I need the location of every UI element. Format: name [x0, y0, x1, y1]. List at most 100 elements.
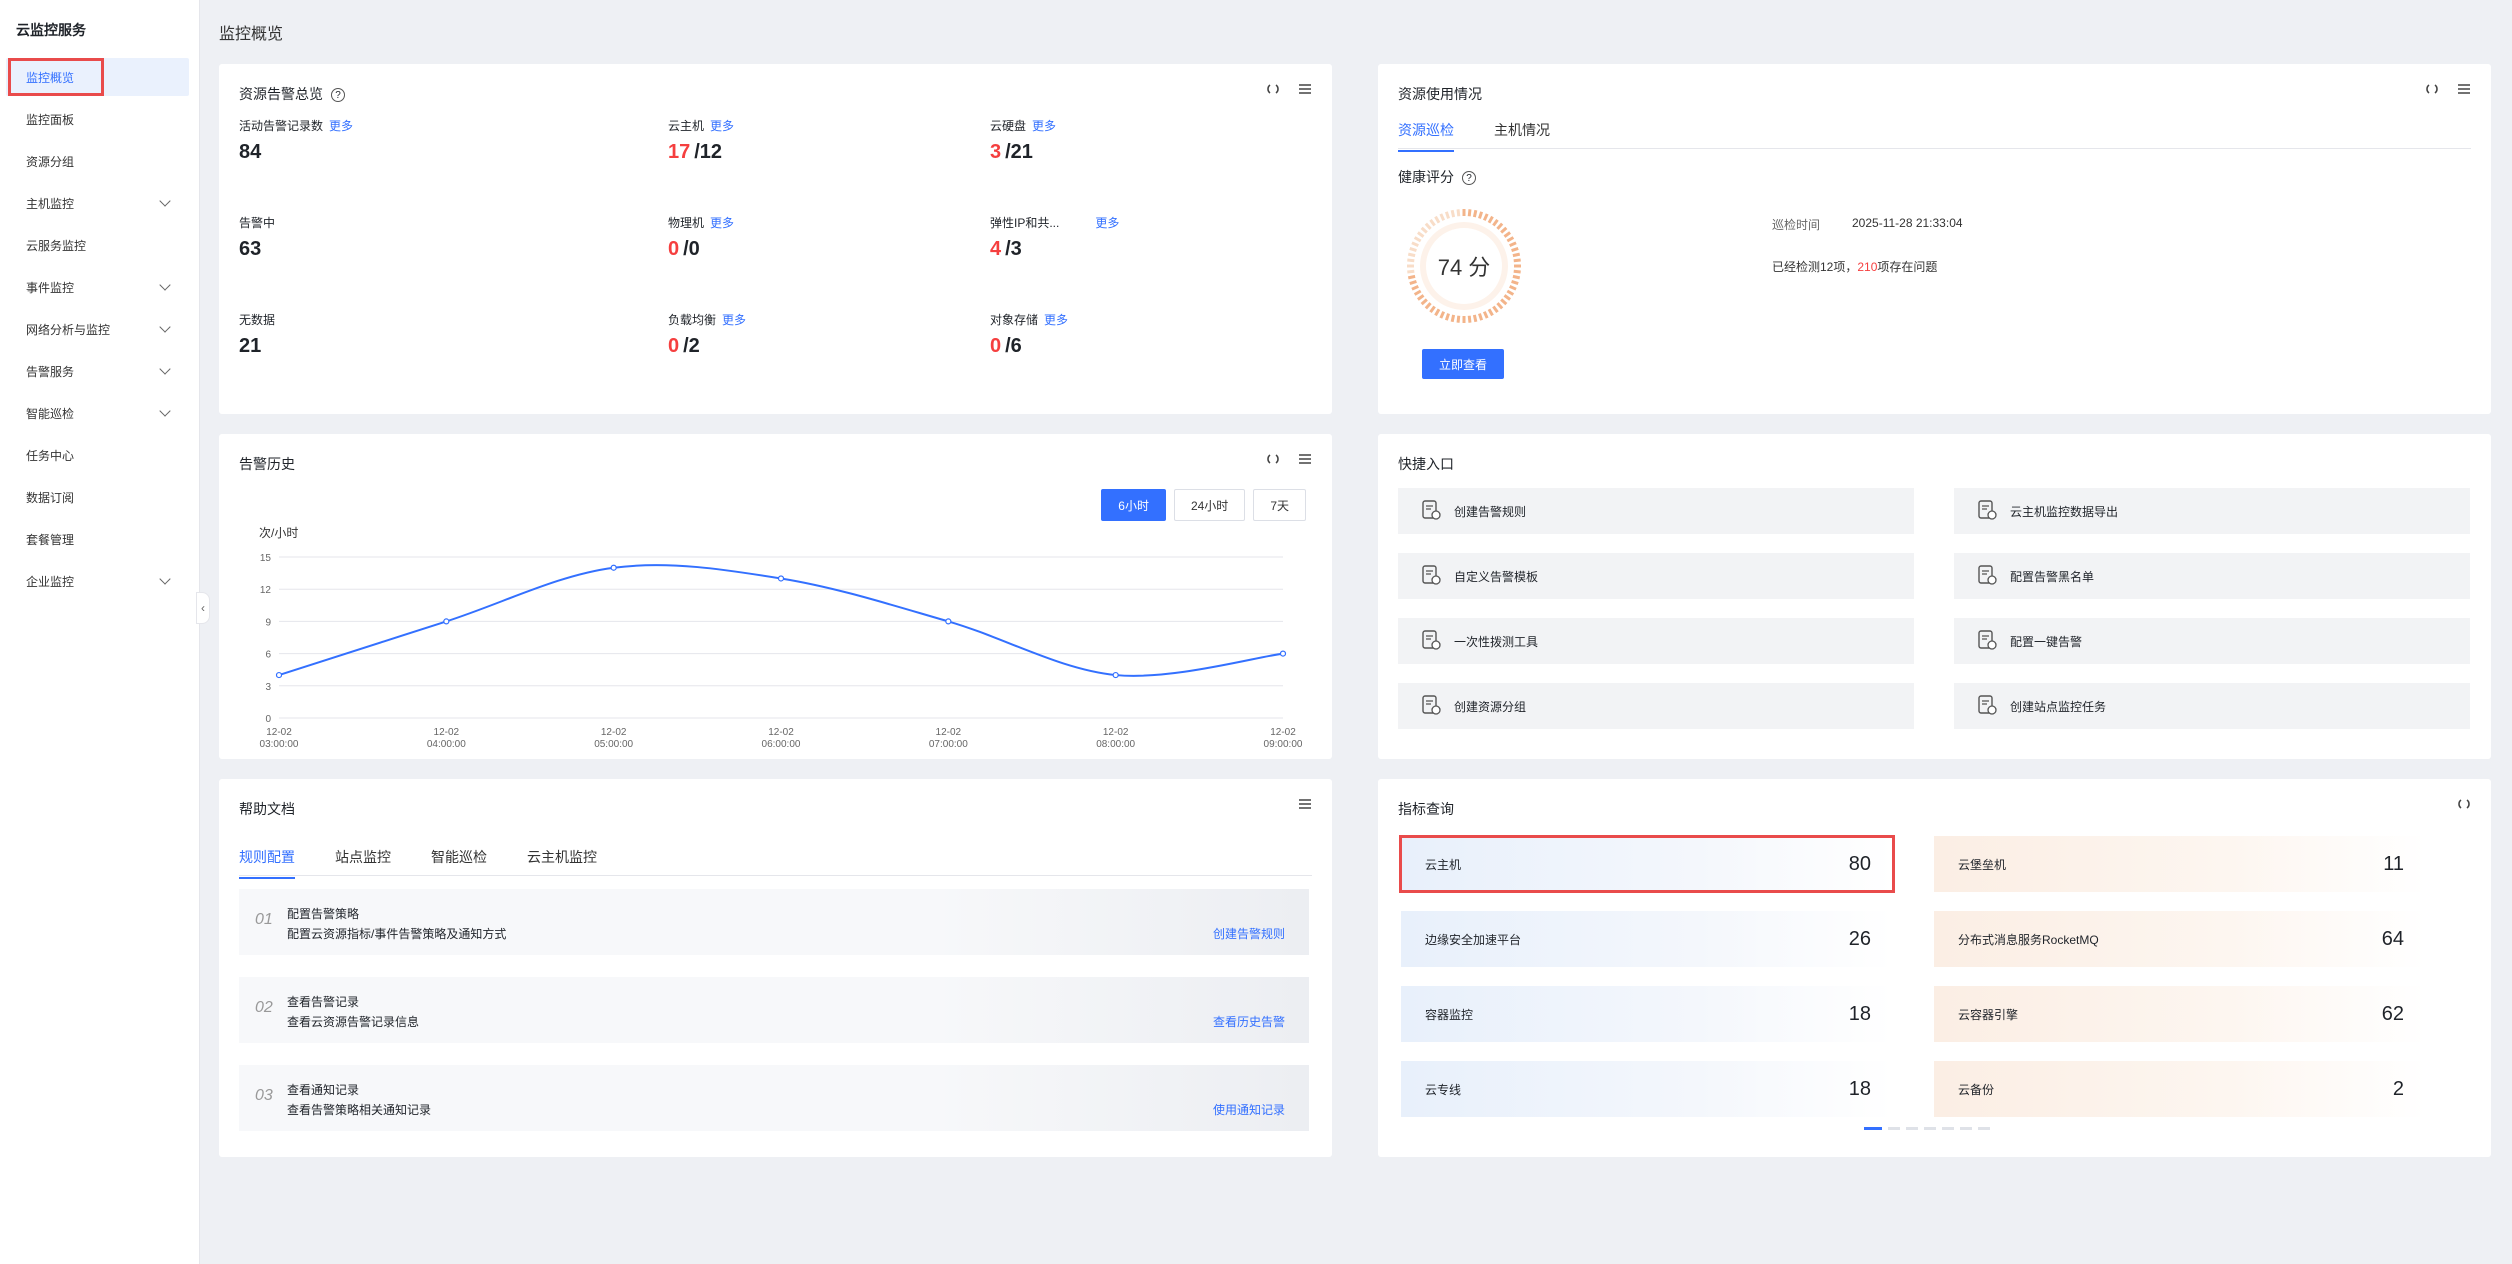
- gauge-tick: [1509, 284, 1517, 291]
- pagination-dot[interactable]: [1888, 1127, 1900, 1130]
- list-menu-icon[interactable]: [1298, 452, 1312, 466]
- more-link[interactable]: 更多: [1095, 216, 1120, 230]
- tab-rule-config[interactable]: 规则配置: [239, 847, 295, 879]
- quick-entry-item[interactable]: 配置告警黑名单: [1954, 553, 2470, 599]
- gauge-tick: [1472, 314, 1478, 323]
- help-icon[interactable]: ?: [1462, 171, 1476, 186]
- more-link[interactable]: 更多: [722, 313, 747, 327]
- sidebar-item-label: 套餐管理: [26, 532, 75, 547]
- gauge-tick: [1417, 231, 1425, 238]
- time-24h-button[interactable]: 24小时: [1173, 489, 1246, 521]
- blacklist-icon: [1976, 564, 1998, 589]
- card-title: 资源使用情况: [1398, 86, 1482, 102]
- list-menu-icon[interactable]: [2457, 82, 2471, 96]
- refresh-icon[interactable]: [1266, 452, 1280, 466]
- tab-smart-inspect[interactable]: 智能巡检: [431, 849, 487, 865]
- sidebar-item[interactable]: 任务中心: [0, 434, 199, 476]
- time-7d-button[interactable]: 7天: [1253, 489, 1306, 521]
- more-link[interactable]: 更多: [1032, 119, 1057, 133]
- doc-link[interactable]: 查看历史告警: [1212, 1015, 1285, 1029]
- pagination-dot[interactable]: [1960, 1127, 1972, 1130]
- doc-row: 01 配置告警策略 配置云资源指标/事件告警策略及通知方式 创建告警规则: [239, 889, 1309, 955]
- metric-item[interactable]: 云专线 18: [1401, 1061, 1893, 1117]
- sidebar: 云监控服务 监控概览 监控面板 资源分组 主机监控 云服务监控 事件监控 网络分析与监控告…: [0, 0, 200, 1264]
- quick-entry-item[interactable]: 创建告警规则: [1398, 488, 1914, 534]
- view-now-button[interactable]: 立即查看: [1422, 349, 1504, 379]
- y-tick-label: 15: [260, 553, 272, 564]
- metric-item[interactable]: 边缘安全加速平台 26: [1401, 911, 1893, 967]
- pagination-dot[interactable]: [1978, 1127, 1990, 1130]
- quick-entry-item[interactable]: 创建站点监控任务: [1954, 683, 2470, 729]
- quick-entry-item[interactable]: 一次性拨测工具: [1398, 618, 1914, 664]
- list-menu-icon[interactable]: [1298, 797, 1312, 811]
- metric-item[interactable]: 分布式消息服务RocketMQ 64: [1934, 911, 2426, 967]
- sidebar-item[interactable]: 云服务监控: [0, 224, 199, 266]
- pagination-dot[interactable]: [1942, 1127, 1954, 1130]
- doc-number: 02: [255, 999, 273, 1016]
- data-point[interactable]: [777, 575, 785, 582]
- sidebar-item[interactable]: 告警服务: [0, 350, 199, 392]
- sidebar-item[interactable]: 网络分析与监控: [0, 308, 199, 350]
- sidebar-item[interactable]: 监控面板: [0, 98, 199, 140]
- quick-entry-item[interactable]: 配置一键告警: [1954, 618, 2470, 664]
- refresh-icon[interactable]: [1266, 82, 1280, 96]
- data-point[interactable]: [443, 618, 450, 625]
- pagination-dot[interactable]: [1864, 1127, 1882, 1130]
- metric-item[interactable]: 云主机 80: [1401, 836, 1893, 892]
- more-link[interactable]: 更多: [710, 216, 735, 230]
- quick-entry-label: 配置一键告警: [2010, 634, 2083, 649]
- data-point[interactable]: [1279, 650, 1287, 657]
- refresh-icon[interactable]: [2457, 797, 2471, 811]
- stat-label: 弹性IP和共...: [990, 216, 1060, 230]
- list-menu-icon[interactable]: [1298, 82, 1312, 96]
- metric-value: 2: [2392, 1077, 2404, 1100]
- quick-entry-item[interactable]: 创建资源分组: [1398, 683, 1914, 729]
- data-point[interactable]: [1112, 671, 1119, 679]
- gauge-tick: [1500, 298, 1508, 306]
- more-link[interactable]: 更多: [329, 119, 354, 133]
- x-tick-label: 12-02: [936, 727, 962, 738]
- data-point[interactable]: [945, 618, 952, 625]
- tab-inspection[interactable]: 资源巡检: [1398, 120, 1454, 152]
- gauge-tick: [1503, 294, 1511, 301]
- chevron-down-icon: [159, 405, 171, 417]
- data-point[interactable]: [610, 564, 617, 571]
- metric-item[interactable]: 云容器引擎 62: [1934, 986, 2426, 1042]
- tab-host[interactable]: 主机情况: [1494, 122, 1550, 138]
- metric-item[interactable]: 云堡垒机 11: [1934, 836, 2426, 892]
- sidebar-item[interactable]: 主机监控: [0, 182, 199, 224]
- sidebar-item[interactable]: 企业监控: [0, 560, 199, 602]
- quick-entry-item[interactable]: 自定义告警模板: [1398, 553, 1914, 599]
- sidebar-item[interactable]: 套餐管理: [0, 518, 199, 560]
- tab-site-monitor[interactable]: 站点监控: [335, 849, 391, 865]
- metric-name: 云主机: [1425, 857, 1462, 872]
- sidebar-item-label: 主机监控: [26, 196, 75, 211]
- card-title: 指标查询: [1398, 801, 1454, 817]
- health-label: 健康评分: [1398, 169, 1454, 185]
- doc-link[interactable]: 创建告警规则: [1212, 927, 1285, 941]
- x-tick-label: 12-02: [768, 727, 794, 738]
- more-link[interactable]: 更多: [1044, 313, 1069, 327]
- quick-entry-label: 一次性拨测工具: [1454, 634, 1539, 649]
- sidebar-item[interactable]: 事件监控: [0, 266, 199, 308]
- refresh-icon[interactable]: [2425, 82, 2439, 96]
- metric-item[interactable]: 容器监控 18: [1401, 986, 1893, 1042]
- pagination-dot[interactable]: [1924, 1127, 1936, 1130]
- pagination-dot[interactable]: [1906, 1127, 1918, 1130]
- help-icon[interactable]: ?: [331, 88, 345, 103]
- sidebar-item-overview[interactable]: 监控概览: [0, 56, 199, 98]
- metric-item[interactable]: 云备份 2: [1934, 1061, 2426, 1117]
- sidebar-collapse-button[interactable]: ‹: [196, 592, 210, 624]
- sidebar-item[interactable]: 资源分组: [0, 140, 199, 182]
- time-6h-button[interactable]: 6小时: [1101, 489, 1166, 521]
- data-point[interactable]: [275, 671, 283, 679]
- more-link[interactable]: 更多: [710, 119, 735, 133]
- doc-link[interactable]: 使用通知记录: [1212, 1103, 1285, 1117]
- quick-entry-item[interactable]: 云主机监控数据导出: [1954, 488, 2470, 534]
- sidebar-item[interactable]: 数据订阅: [0, 476, 199, 518]
- doc-number: 03: [255, 1087, 273, 1104]
- sidebar-item[interactable]: 智能巡检: [0, 392, 199, 434]
- gauge-tick: [1500, 226, 1508, 234]
- tab-host-monitor[interactable]: 云主机监控: [527, 849, 597, 865]
- x-tick-label: 05:00:00: [594, 739, 633, 750]
